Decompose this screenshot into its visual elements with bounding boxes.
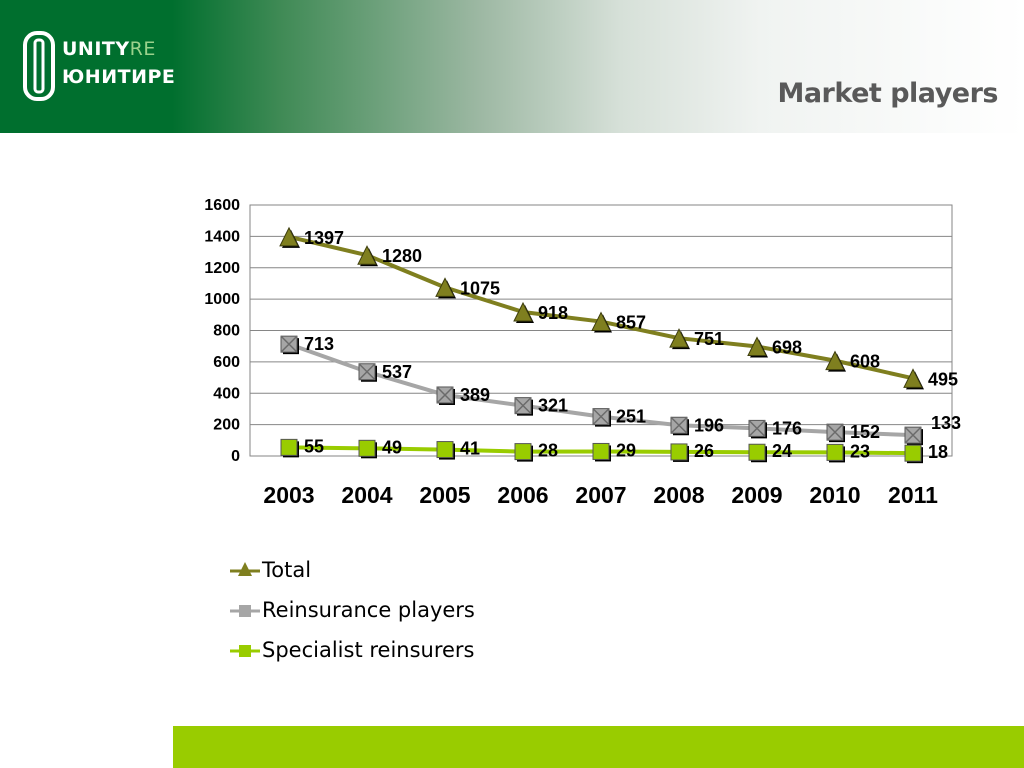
series-reinsurance-point-cross xyxy=(748,419,766,437)
data-label: 751 xyxy=(694,329,724,349)
legend-item-specialist: Specialist reinsurers xyxy=(230,635,550,665)
series-reinsurance-point-cross xyxy=(904,426,922,444)
data-label: 24 xyxy=(772,441,792,461)
series-specialist-point xyxy=(436,441,454,459)
series-specialist-point xyxy=(748,443,766,461)
series-total-point xyxy=(435,277,455,297)
series-total-point xyxy=(279,226,299,247)
series-reinsurance-point-cross xyxy=(436,386,454,404)
data-label: 857 xyxy=(616,313,646,333)
data-label: 1397 xyxy=(304,228,344,248)
x-tick-label: 2007 xyxy=(575,482,626,508)
data-label: 23 xyxy=(850,441,870,461)
data-label: 389 xyxy=(460,385,490,405)
square-x-marker-icon xyxy=(230,605,260,617)
y-tick-label: 200 xyxy=(213,417,240,434)
x-tick-label: 2009 xyxy=(731,482,782,508)
x-tick-label: 2008 xyxy=(653,482,704,508)
series-reinsurance-point-cross xyxy=(592,408,610,426)
data-label: 537 xyxy=(382,362,412,382)
y-tick-label: 1600 xyxy=(204,197,240,214)
data-label: 49 xyxy=(382,437,402,457)
data-label: 196 xyxy=(694,415,724,435)
x-tick-label: 2006 xyxy=(497,482,548,508)
data-label: 251 xyxy=(616,407,646,427)
y-tick-label: 1200 xyxy=(204,260,240,277)
data-label: 55 xyxy=(304,436,324,456)
market-players-chart: 0 200 400 600 800 1000 1200 1400 1600 2003 2004 200… xyxy=(204,197,961,508)
data-label: 1075 xyxy=(460,278,500,298)
series-reinsurance-point-cross xyxy=(358,363,376,381)
logo-mark-icon xyxy=(23,31,55,101)
series-total-point xyxy=(669,328,689,348)
data-label: 41 xyxy=(460,439,480,459)
data-label: 495 xyxy=(928,369,958,389)
series-total-point xyxy=(591,311,611,332)
series-total-point xyxy=(513,301,533,322)
series-total-point xyxy=(747,336,767,357)
x-tick-label: 2003 xyxy=(263,482,314,508)
data-label: 698 xyxy=(772,338,802,358)
page-title: Market players xyxy=(777,78,998,109)
square-marker-icon xyxy=(230,645,260,657)
data-label: 918 xyxy=(538,303,568,323)
y-tick-label: 800 xyxy=(213,323,240,340)
x-tick-label: 2004 xyxy=(341,482,392,508)
y-tick-label: 0 xyxy=(231,448,240,465)
series-specialist-point xyxy=(514,443,532,461)
x-tick-label: 2011 xyxy=(888,482,938,508)
series-specialist-point xyxy=(670,443,688,461)
data-label: 1280 xyxy=(382,246,422,266)
y-tick-label: 400 xyxy=(213,385,240,402)
company-logo: UNITYRE ЮНИТИРЕ xyxy=(22,30,175,102)
data-label: 26 xyxy=(694,441,714,461)
series-reinsurance-point-cross xyxy=(514,397,532,415)
data-label: 713 xyxy=(304,334,334,354)
header-band xyxy=(0,0,1024,133)
series-total-point xyxy=(903,368,923,388)
series-reinsurance-point-cross xyxy=(826,423,844,441)
y-tick-label: 1400 xyxy=(204,228,240,245)
series-specialist-point xyxy=(358,439,376,457)
legend-item-reinsurance: Reinsurance players xyxy=(230,595,550,625)
data-label: 152 xyxy=(850,422,880,442)
data-label: 133 xyxy=(931,413,961,433)
series-specialist-point xyxy=(904,444,922,462)
data-label: 176 xyxy=(772,418,802,438)
series-specialist-point xyxy=(592,442,610,460)
logo-line-cyrillic: ЮНИТИРЕ xyxy=(62,66,176,88)
series-reinsurance-point-cross xyxy=(280,335,298,353)
y-tick-label: 600 xyxy=(213,354,240,371)
x-tick-label: 2005 xyxy=(419,482,470,508)
data-label: 608 xyxy=(850,352,880,372)
series-total-point xyxy=(825,350,845,371)
footer-band xyxy=(173,726,1024,768)
series-reinsurance-point-cross xyxy=(670,416,688,434)
triangle-marker-icon xyxy=(230,562,260,576)
logo-line-latin: UNITYRE xyxy=(62,38,156,60)
data-label: 28 xyxy=(538,441,558,461)
data-label: 18 xyxy=(928,442,948,462)
legend-item-total: Total xyxy=(230,555,550,585)
y-tick-label: 1000 xyxy=(204,291,240,308)
data-label: 321 xyxy=(538,396,568,416)
series-specialist-point xyxy=(826,443,844,461)
series-specialist-point xyxy=(280,438,298,456)
series-total-point xyxy=(357,245,377,265)
data-label: 29 xyxy=(616,440,636,460)
x-tick-label: 2010 xyxy=(809,482,860,508)
